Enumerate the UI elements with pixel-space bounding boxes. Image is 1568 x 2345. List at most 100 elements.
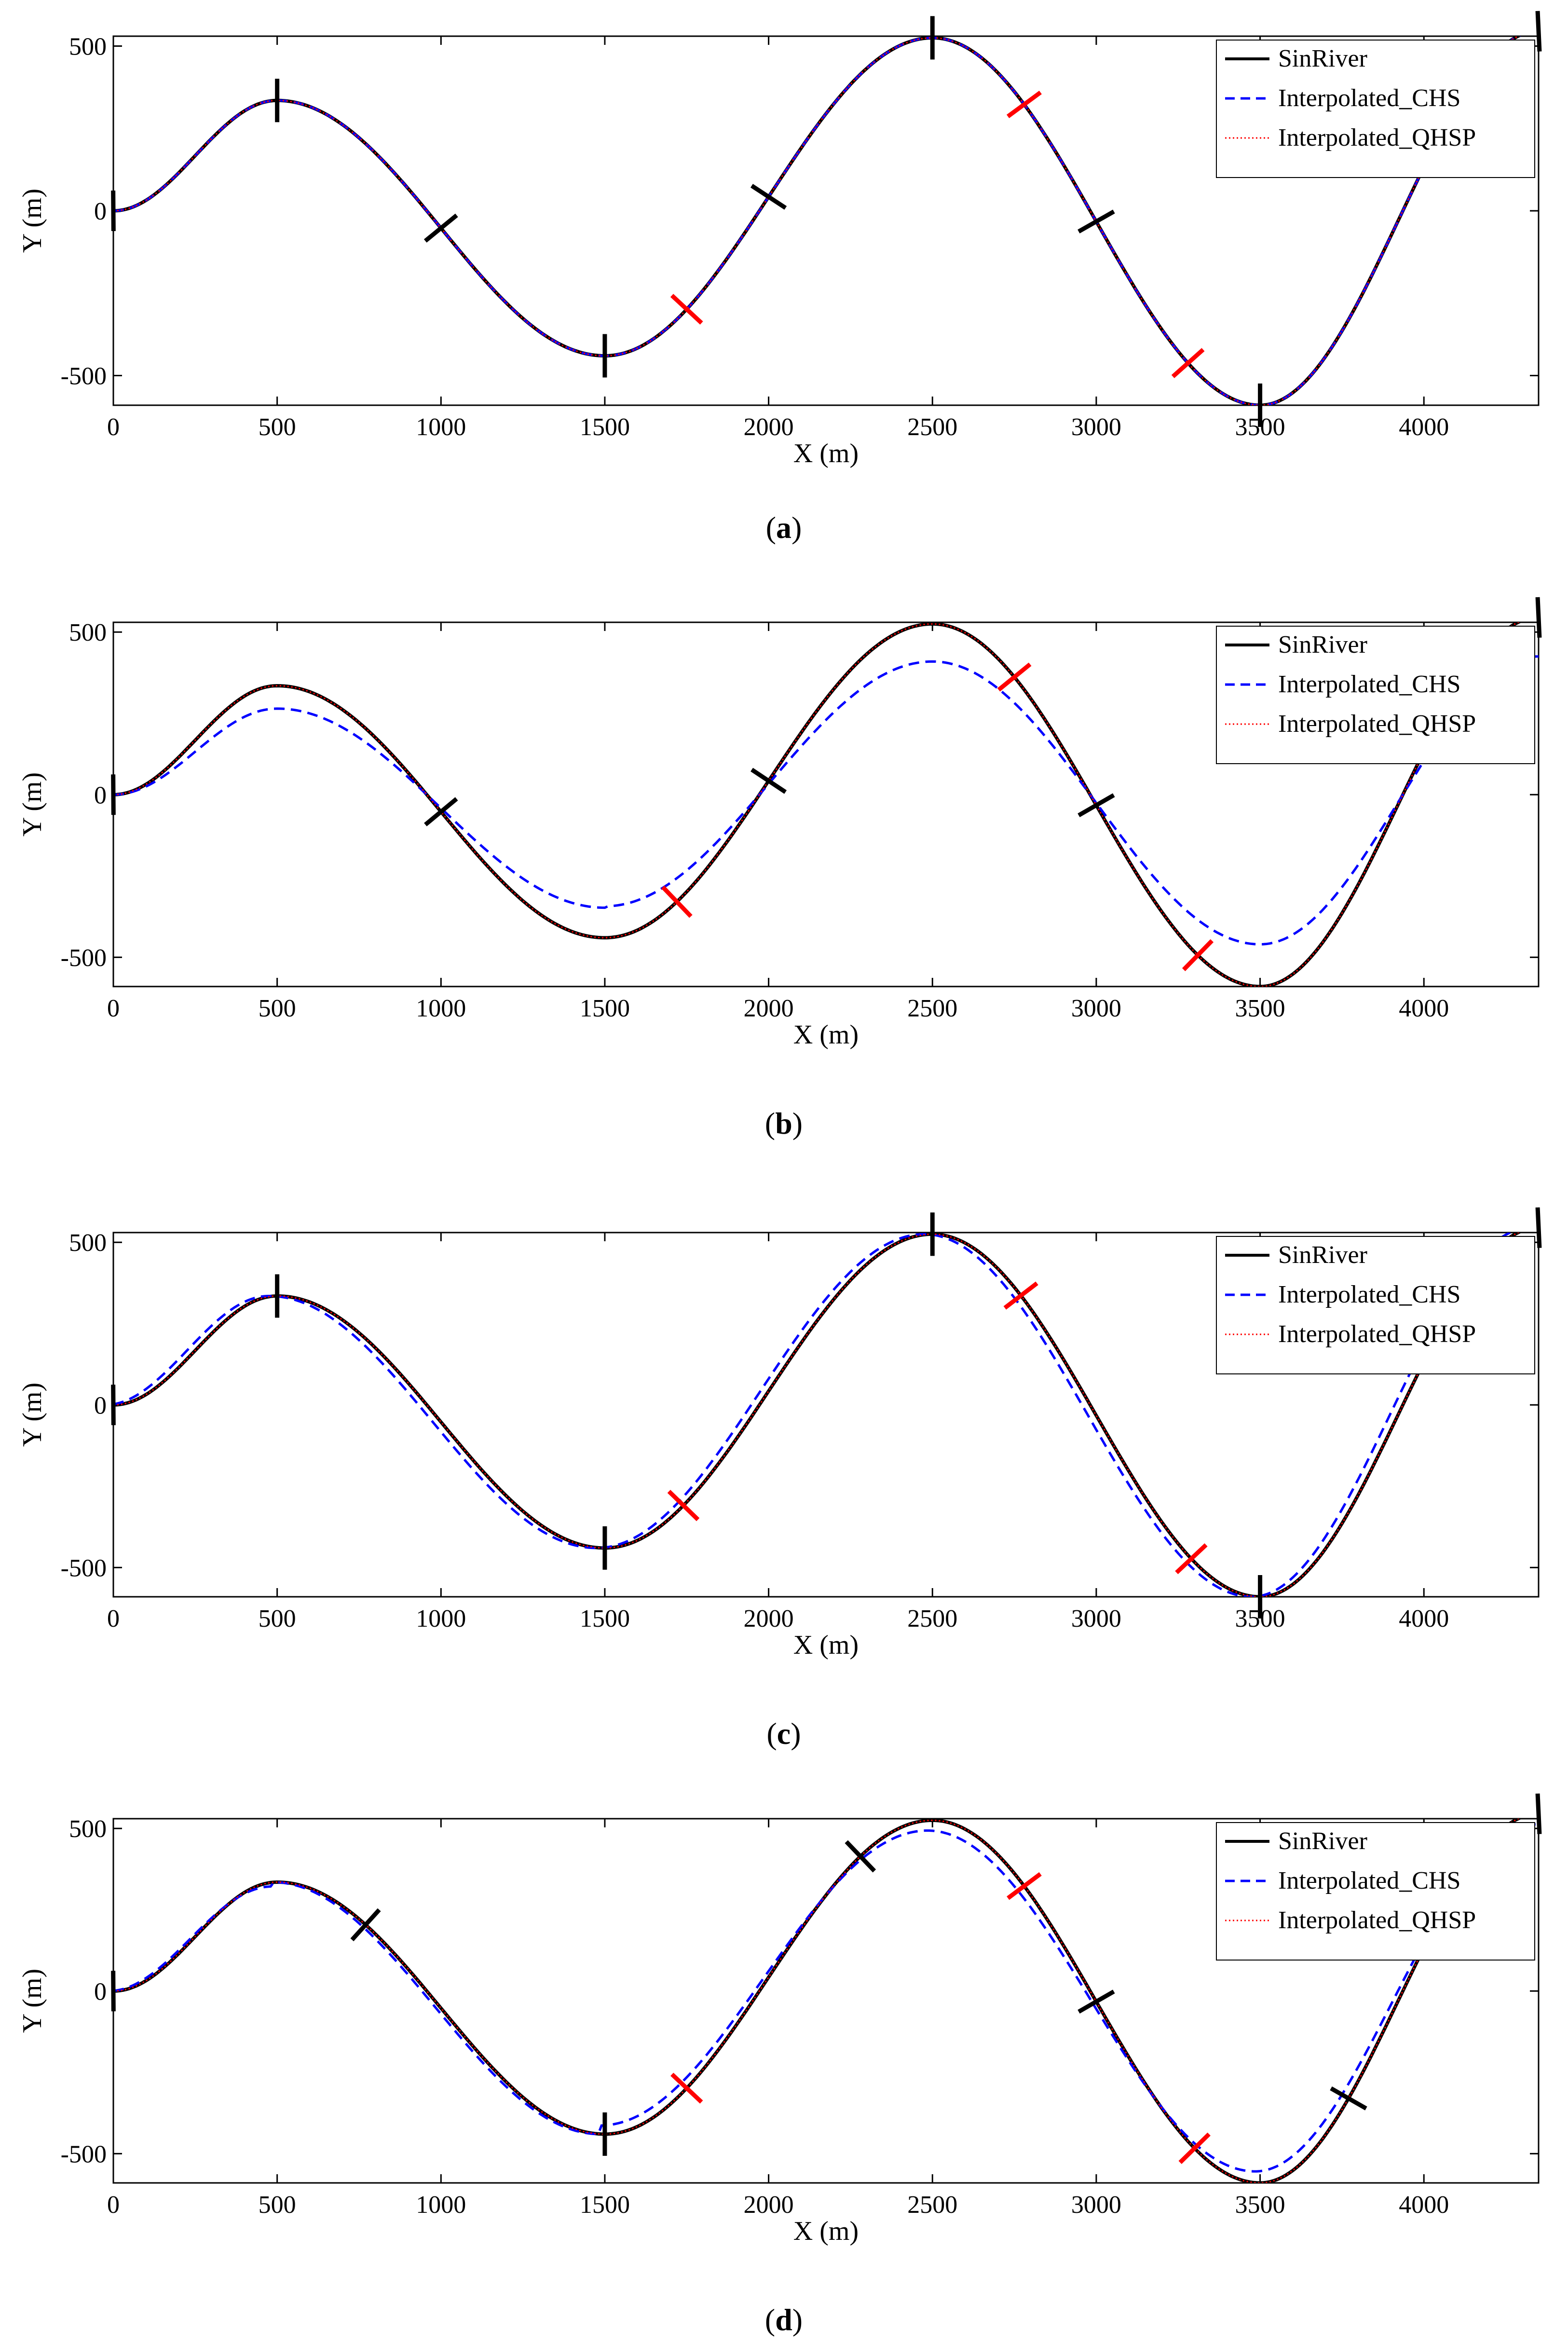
x-tick-label: 0 — [107, 413, 120, 441]
y-tick-label: 500 — [69, 33, 107, 60]
x-tick-label: 0 — [107, 2191, 120, 2219]
inflection-marker — [670, 294, 703, 325]
legend-box — [1216, 1236, 1535, 1374]
x-axis-label: X (m) — [793, 1630, 859, 1660]
node-marker — [1330, 2086, 1367, 2111]
y-tick-label: -500 — [61, 944, 107, 972]
x-tick-label: 0 — [107, 1605, 120, 1632]
inflection-marker — [670, 2072, 703, 2104]
x-tick-label: 2000 — [744, 995, 794, 1022]
legend: SinRiver Interpolated_CHS Interpolated_QHS… — [1216, 1236, 1535, 1374]
legend-box — [1216, 40, 1535, 178]
legend-entry: SinRiver — [1278, 45, 1367, 72]
x-tick-label: 2500 — [907, 995, 957, 1022]
legend: SinRiver Interpolated_CHS Interpolated_QHS… — [1216, 40, 1535, 178]
inflection-marker — [997, 662, 1032, 692]
y-tick-label: -500 — [61, 363, 107, 390]
inflection-marker — [1007, 90, 1042, 119]
x-tick-label: 500 — [259, 1605, 296, 1632]
series-line-sinriver — [113, 622, 1523, 987]
legend: SinRiver Interpolated_CHS Interpolated_QHS… — [1216, 1822, 1535, 1961]
legend-entry: Interpolated_CHS — [1278, 1281, 1460, 1308]
x-axis-label: X (m) — [793, 439, 859, 468]
node-marker — [111, 774, 116, 815]
series-line-interpolated-chs — [113, 1823, 1539, 2173]
series-line-sinriver — [113, 1233, 1523, 1597]
x-tick-label: 3000 — [1071, 413, 1121, 441]
x-tick-label: 1500 — [580, 1605, 630, 1632]
legend-entry: SinRiver — [1278, 1241, 1367, 1269]
series-line-sinriver — [113, 1819, 1523, 2183]
x-tick-label: 2500 — [907, 1605, 957, 1632]
panel-caption: (d) — [765, 2303, 803, 2337]
x-tick-label: 3500 — [1235, 2191, 1285, 2219]
series-line-interpolated-qhsp — [113, 36, 1520, 405]
x-tick-label: 3500 — [1235, 995, 1285, 1022]
legend-entry: Interpolated_CHS — [1278, 1867, 1460, 1894]
y-tick-label: 0 — [94, 782, 107, 809]
x-tick-label: 4000 — [1399, 413, 1449, 441]
inflection-marker — [661, 885, 693, 918]
x-tick-label: 1500 — [580, 995, 630, 1022]
legend-box — [1216, 626, 1535, 764]
x-tick-label: 3000 — [1071, 995, 1121, 1022]
legend-entry: Interpolated_CHS — [1278, 671, 1460, 698]
inflection-marker — [1178, 2132, 1211, 2164]
x-tick-label: 4000 — [1399, 1605, 1449, 1632]
series-line-interpolated-chs — [113, 655, 1539, 946]
y-tick-label: 0 — [94, 1978, 107, 2005]
y-tick-label: -500 — [61, 2140, 107, 2168]
node-marker — [1535, 1793, 1542, 1835]
x-tick-label: 4000 — [1399, 2191, 1449, 2219]
x-tick-label: 2000 — [744, 413, 794, 441]
inflection-marker — [1182, 939, 1214, 972]
node-marker — [1535, 1207, 1542, 1248]
node-marker — [424, 797, 458, 826]
y-tick-label: 500 — [69, 1229, 107, 1257]
node-marker — [111, 190, 116, 232]
node-marker — [350, 1908, 381, 1942]
panel-caption: (a) — [766, 510, 802, 545]
inflection-marker — [1003, 1281, 1038, 1310]
legend-entry: SinRiver — [1278, 1827, 1367, 1855]
chart-panel-a: 0 500 1000 1500 2000 2500 3000 3500 4000-5000500… — [17, 11, 1542, 468]
node-marker — [750, 768, 787, 794]
y-axis-label: Y (m) — [17, 1969, 47, 2033]
legend-entry: Interpolated_QHSP — [1278, 124, 1476, 151]
x-tick-label: 3000 — [1071, 1605, 1121, 1632]
panel-caption: (b) — [765, 1106, 803, 1140]
chart-panel-d: 0 500 1000 1500 2000 2500 3000 3500 4000-5000500… — [17, 1793, 1542, 2246]
y-tick-label: 0 — [94, 1392, 107, 1419]
chart-panel-c: 0 500 1000 1500 2000 2500 3000 3500 4000-5000500… — [17, 1207, 1542, 1660]
y-axis-label: Y (m) — [17, 1383, 47, 1447]
node-marker — [423, 213, 458, 243]
x-tick-label: 1500 — [580, 2191, 630, 2219]
x-tick-label: 1000 — [416, 2191, 466, 2219]
y-tick-label: 0 — [94, 198, 107, 225]
x-tick-label: 1000 — [416, 413, 466, 441]
legend-entry: Interpolated_QHSP — [1278, 1320, 1476, 1348]
legend: SinRiver Interpolated_CHS Interpolated_QHS… — [1216, 626, 1535, 764]
node-marker — [845, 1840, 876, 1873]
panel-caption: (c) — [766, 1716, 801, 1751]
x-tick-label: 0 — [107, 995, 120, 1022]
node-marker — [111, 1385, 116, 1426]
x-tick-label: 2000 — [744, 2191, 794, 2219]
node-marker — [1077, 793, 1115, 818]
x-tick-label: 3000 — [1071, 2191, 1121, 2219]
inflection-marker — [1175, 1543, 1208, 1575]
chart-panel-b: 0 500 1000 1500 2000 2500 3000 3500 4000-5000500… — [17, 597, 1542, 1050]
x-tick-label: 500 — [259, 413, 296, 441]
node-marker — [750, 184, 787, 210]
x-axis-label: X (m) — [793, 1020, 859, 1050]
legend-entry: Interpolated_QHSP — [1278, 710, 1476, 738]
x-tick-label: 500 — [259, 2191, 296, 2219]
inflection-marker — [667, 1490, 700, 1522]
node-marker — [1077, 1989, 1115, 2014]
legend-box — [1216, 1822, 1535, 1961]
x-tick-label: 1000 — [416, 1605, 466, 1632]
node-marker — [1077, 209, 1115, 233]
x-axis-label: X (m) — [793, 2216, 859, 2246]
y-axis-label: Y (m) — [17, 772, 47, 837]
